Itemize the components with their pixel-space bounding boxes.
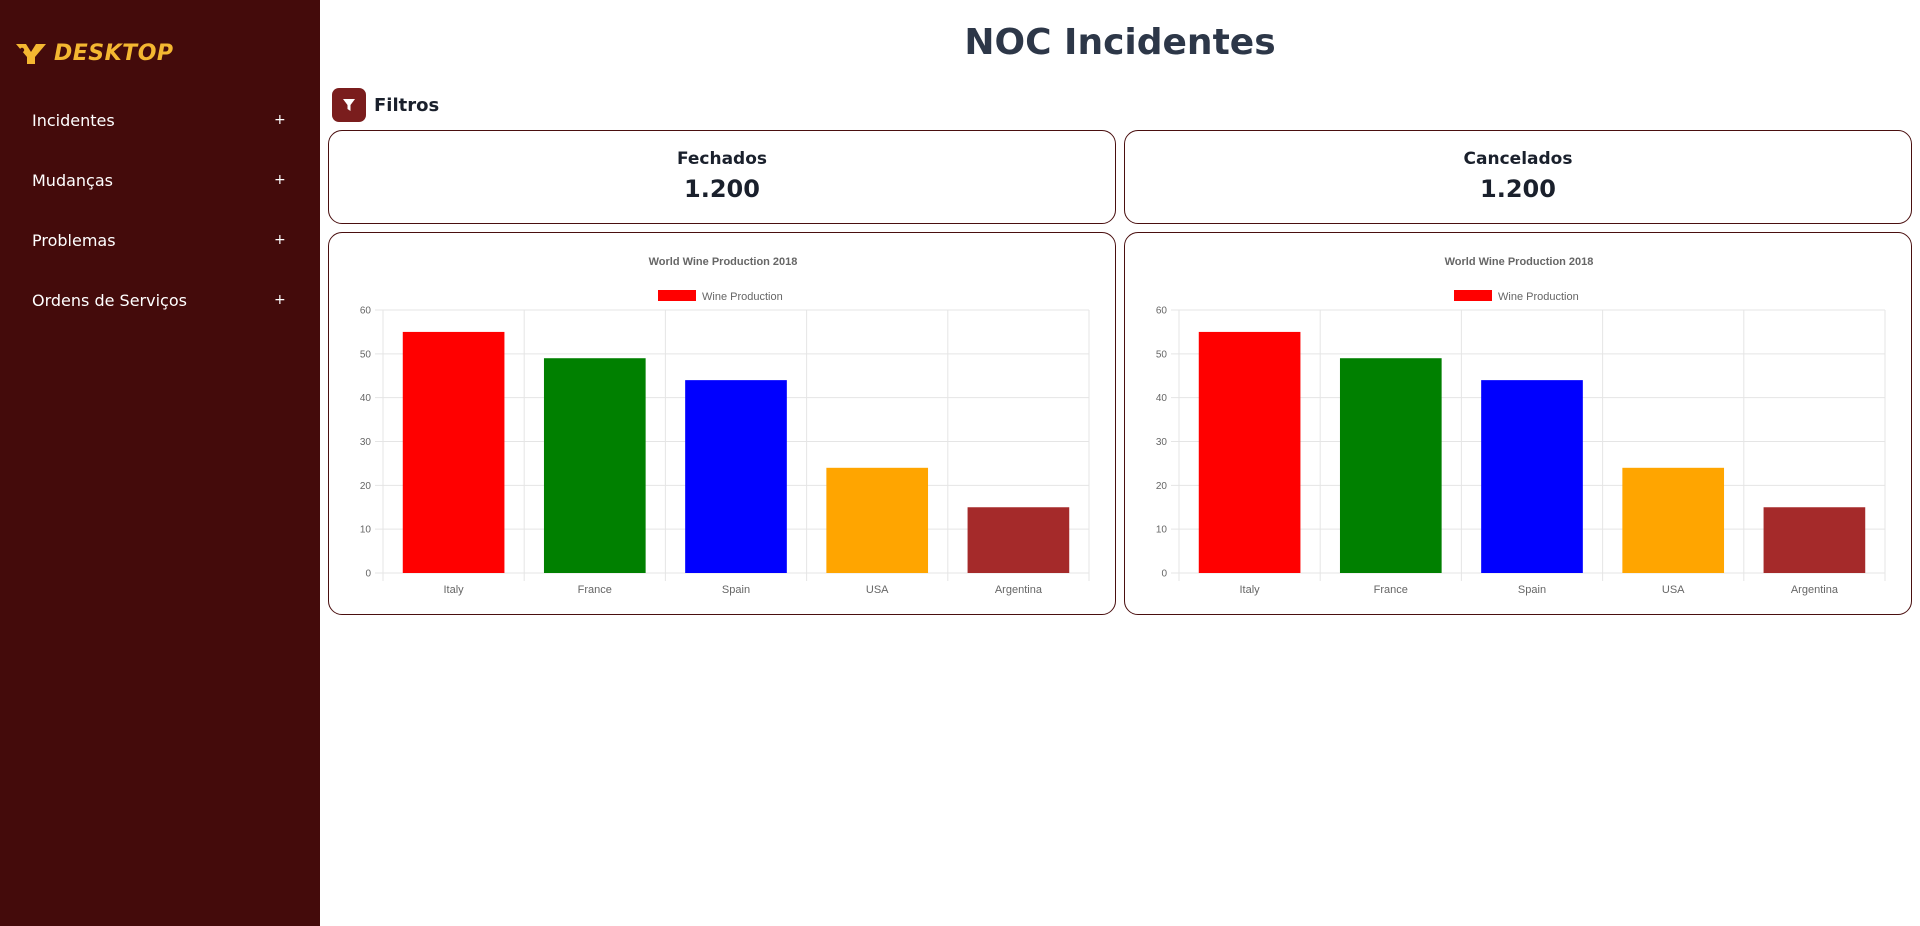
bar-argentina[interactable] <box>967 507 1070 573</box>
bar-france[interactable] <box>543 358 646 573</box>
chart-legend[interactable]: Wine Production <box>658 290 783 303</box>
x-tick-label: Spain <box>1518 584 1546 596</box>
bar-spain[interactable] <box>1481 380 1583 573</box>
bar-usa[interactable] <box>1622 467 1725 573</box>
logo-text: DESKTOP <box>54 40 174 66</box>
y-tick-label: 20 <box>1156 481 1168 492</box>
sidebar-item-problemas[interactable]: Problemas + <box>0 210 320 270</box>
stat-title: Cancelados <box>1463 149 1573 169</box>
x-tick-label: USA <box>866 584 889 596</box>
stat-card-fechados: Fechados 1.200 <box>328 130 1116 224</box>
chart-title: World Wine Production 2018 <box>1445 256 1594 268</box>
desktop-logo-icon <box>16 44 46 64</box>
sidebar-item-label: Incidentes <box>32 110 115 130</box>
y-tick-label: 60 <box>1156 306 1168 317</box>
bar-chart-2: World Wine Production 2018 Wine Productio… <box>1156 256 1886 596</box>
y-tick-label: 10 <box>360 525 372 536</box>
stat-title: Fechados <box>676 149 768 169</box>
y-tick-label: 50 <box>1156 349 1168 360</box>
stat-value: 1.200 <box>1480 175 1556 203</box>
stat-card-cancelados: Cancelados 1.200 <box>1124 130 1912 224</box>
chart-card-1: World Wine Production 2018 Wine Productio… <box>328 232 1116 615</box>
y-tick-label: 30 <box>1156 437 1168 448</box>
sidebar-item-incidentes[interactable]: Incidentes + <box>0 90 320 150</box>
legend-label: Wine Production <box>702 291 783 303</box>
y-tick-label: 40 <box>1156 393 1168 404</box>
filter-icon <box>343 99 355 111</box>
legend-label: Wine Production <box>1498 291 1579 303</box>
y-tick-label: 40 <box>360 393 372 404</box>
x-tick-label: Italy <box>444 584 465 596</box>
bar-chart-1: World Wine Production 2018 Wine Productio… <box>360 256 1090 596</box>
y-tick-label: 50 <box>360 349 372 360</box>
y-tick-label: 20 <box>360 481 372 492</box>
x-tick-label: Spain <box>722 584 750 596</box>
legend-swatch <box>658 290 696 301</box>
legend-swatch <box>1454 290 1492 301</box>
expand-icon[interactable]: + <box>274 172 286 188</box>
logo[interactable]: DESKTOP <box>14 38 174 68</box>
bar-usa[interactable] <box>826 467 929 573</box>
sidebar-item-ordens-de-servicos[interactable]: Ordens de Serviços + <box>0 270 320 330</box>
filters-toggle[interactable]: Filtros <box>332 88 439 122</box>
filter-button[interactable] <box>332 88 366 122</box>
bar-argentina[interactable] <box>1763 507 1866 573</box>
x-tick-label: USA <box>1662 584 1685 596</box>
chart-title: World Wine Production 2018 <box>649 256 798 268</box>
chart-legend[interactable]: Wine Production <box>1454 290 1579 303</box>
y-tick-label: 10 <box>1156 525 1168 536</box>
bar-italy[interactable] <box>1198 331 1301 573</box>
x-tick-label: France <box>1374 584 1408 596</box>
y-tick-label: 0 <box>1161 569 1167 580</box>
page-title: NOC Incidentes <box>964 22 1276 63</box>
y-tick-label: 60 <box>360 306 372 317</box>
bar-spain[interactable] <box>685 380 787 573</box>
sidebar: DESKTOP Incidentes + Mudanças + Problema… <box>0 0 320 926</box>
expand-icon[interactable]: + <box>274 232 286 248</box>
x-tick-label: Argentina <box>1791 584 1839 596</box>
y-tick-label: 30 <box>360 437 372 448</box>
expand-icon[interactable]: + <box>274 112 286 128</box>
sidebar-item-mudancas[interactable]: Mudanças + <box>0 150 320 210</box>
sidebar-item-label: Problemas <box>32 230 116 250</box>
filters-label: Filtros <box>374 94 440 116</box>
sidebar-nav: Incidentes + Mudanças + Problemas + Orde… <box>0 90 320 330</box>
bar-italy[interactable] <box>402 331 505 573</box>
sidebar-item-label: Ordens de Serviços <box>32 290 187 310</box>
chart-card-2: World Wine Production 2018 Wine Productio… <box>1124 232 1912 615</box>
bar-france[interactable] <box>1339 358 1442 573</box>
x-tick-label: Argentina <box>995 584 1043 596</box>
x-tick-label: France <box>578 584 612 596</box>
sidebar-item-label: Mudanças <box>32 170 113 190</box>
main-content: NOC Incidentes Filtros Fechados 1.200 Ca… <box>320 0 1920 926</box>
x-tick-label: Italy <box>1240 584 1261 596</box>
y-tick-label: 0 <box>365 569 371 580</box>
expand-icon[interactable]: + <box>274 292 286 308</box>
stat-value: 1.200 <box>684 175 760 203</box>
